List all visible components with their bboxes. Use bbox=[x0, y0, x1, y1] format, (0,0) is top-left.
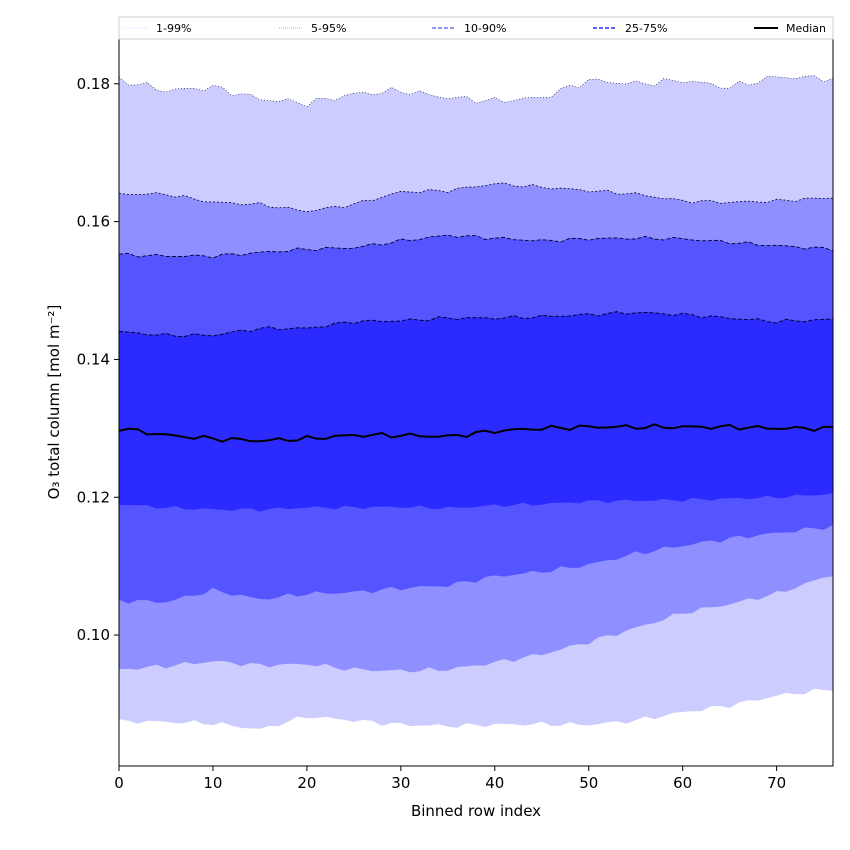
y-axis-label: O₃ total column [mol m⁻²] bbox=[45, 305, 63, 500]
legend-box bbox=[118, 16, 834, 40]
x-tick-label: 0 bbox=[114, 774, 124, 792]
percentile-bands bbox=[119, 75, 833, 729]
legend-label: Median bbox=[786, 22, 826, 35]
y-tick-label: 0.18 bbox=[77, 75, 110, 93]
legend-label: 1-99% bbox=[156, 22, 191, 35]
median-line bbox=[118, 423, 834, 443]
band-25-75 bbox=[119, 311, 833, 512]
p95-line bbox=[118, 182, 834, 213]
x-tick-label: 20 bbox=[297, 774, 316, 792]
legend-label: 10-90% bbox=[464, 22, 506, 35]
x-tick-label: 40 bbox=[485, 774, 504, 792]
legend: 1-99% 5-95% 10-90% 25-75% Median bbox=[118, 16, 834, 40]
x-axis-label: Binned row index bbox=[411, 802, 541, 820]
y-tick-label: 0.14 bbox=[77, 350, 110, 368]
median-layer bbox=[118, 423, 834, 443]
y-tick-label: 0.16 bbox=[77, 213, 110, 231]
band-outlines bbox=[118, 75, 834, 338]
legend-label: 25-75% bbox=[625, 22, 667, 35]
x-tick-label: 50 bbox=[579, 774, 598, 792]
x-tick-label: 70 bbox=[767, 774, 786, 792]
y-axis-ticks: 0.10 0.12 0.14 0.16 0.18 bbox=[77, 75, 119, 644]
x-tick-label: 30 bbox=[391, 774, 410, 792]
p75-line bbox=[118, 311, 834, 338]
legend-label: 5-95% bbox=[311, 22, 346, 35]
y-tick-label: 0.12 bbox=[77, 488, 110, 506]
x-tick-label: 60 bbox=[673, 774, 692, 792]
y-tick-label: 0.10 bbox=[77, 626, 110, 644]
p90-line bbox=[118, 234, 834, 259]
x-axis-ticks: 0 10 20 30 40 50 60 70 bbox=[114, 766, 786, 792]
x-tick-label: 10 bbox=[203, 774, 222, 792]
